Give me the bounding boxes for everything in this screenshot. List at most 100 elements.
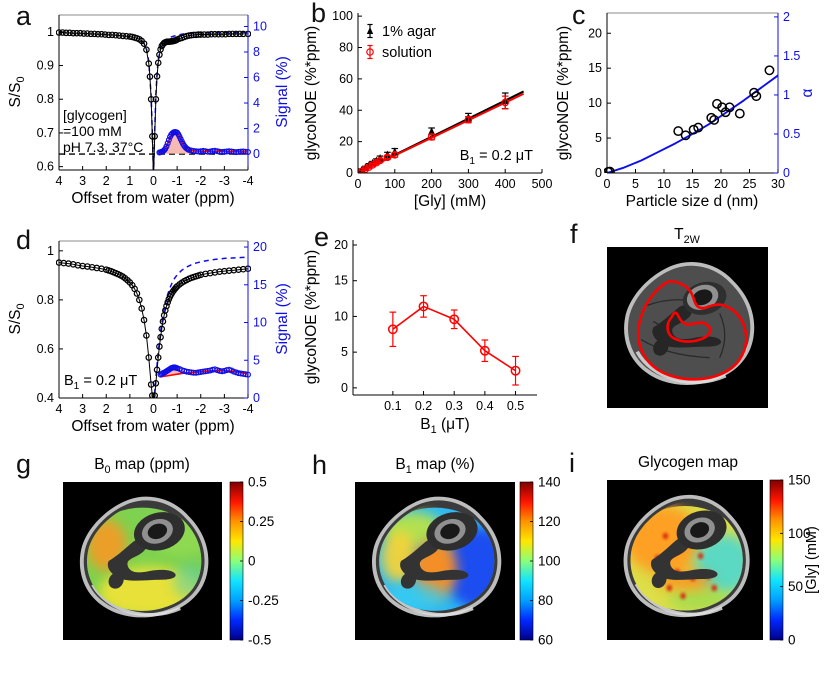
panel-e-plot: 0.1 0.2 0.3 0.4 0.5 0 5 10 15 20 B1 (μT) glycoNOE (…: [303, 238, 537, 436]
x-axis-label: Particle size d (nm): [626, 193, 759, 210]
marker-circle: [108, 31, 116, 39]
marker-circle: [79, 262, 86, 270]
panel-c-label: c: [572, 0, 586, 30]
panel-a-plot: 4 3 2 1 0 -1 -2 -3 -40.60.70.80.910246810Offset …: [7, 14, 291, 207]
marker-circle: [119, 32, 127, 40]
marker-circle: [211, 30, 219, 38]
y-tick-label: 20: [334, 238, 348, 252]
marker-circle: [190, 31, 197, 39]
x-axis-label: [Gly] (mM): [414, 193, 486, 210]
marker-circle: [688, 124, 699, 135]
annotation: =100 mM: [63, 123, 122, 139]
y-tick-label: 15: [334, 274, 348, 288]
marker-circle: [143, 46, 150, 54]
legend-label: solution: [382, 45, 432, 61]
marker-circle: [136, 296, 143, 304]
y2-tick-label: 0: [253, 147, 260, 161]
panel-f-label: f: [570, 219, 578, 249]
panel-g-label: g: [16, 449, 32, 479]
y2-tick-label: 10: [253, 19, 267, 33]
y-tick-label: 0: [346, 166, 353, 180]
marker-circle: [215, 30, 222, 38]
marker-circle: [673, 126, 684, 137]
marker-circle: [159, 318, 167, 325]
panel-i-label: i: [569, 448, 575, 478]
panel-g-title: B0 map (ppm): [94, 456, 190, 476]
annotation: B1 = 0.2 μT: [64, 373, 137, 392]
x-tick-label: 20: [714, 177, 728, 191]
marker-circle: [84, 30, 91, 37]
x-tick-label: 5: [632, 177, 639, 191]
x-tick-label: -4: [242, 174, 253, 188]
marker-circle: [157, 333, 164, 341]
legend: 1% agar solution: [366, 23, 436, 61]
marker-circle: [239, 30, 247, 38]
annotation: [glycogen]: [63, 107, 127, 123]
x-tick-label: -2: [195, 174, 206, 188]
y-axis-label: glycoNOE (%*ppm): [555, 26, 572, 160]
y2-tick-label: 0.5: [783, 127, 800, 141]
marker-circle: [115, 32, 123, 39]
marker-circle: [152, 95, 160, 103]
marker-circle: [153, 366, 161, 374]
series-glyconoe-signal: [156, 128, 251, 156]
marker-circle: [165, 137, 172, 144]
marker-circle: [98, 30, 105, 38]
x-tick-label: 0: [604, 177, 611, 191]
x-tick-label: 1: [126, 174, 133, 188]
panel-e-label: e: [314, 222, 330, 252]
y-tick-label: 80: [339, 41, 353, 55]
x-tick-label: 500: [532, 177, 553, 191]
panel-a-label: a: [16, 1, 32, 31]
roi-outline: [636, 280, 748, 381]
x-tick-label: 10: [657, 177, 671, 191]
marker-circle: [235, 266, 242, 274]
y-tick-label: 10: [334, 309, 348, 323]
y-tick-label: 1: [47, 244, 54, 258]
x-tick-label: 3: [79, 174, 86, 188]
marker-circle: [157, 46, 164, 53]
marker-circle: [230, 266, 238, 274]
colorbar-tick-label: 80: [538, 593, 553, 608]
panel-h-label: h: [312, 450, 328, 480]
x-tick-label: 0.1: [384, 399, 401, 413]
y-tick-label: 5: [595, 131, 602, 145]
x-tick-label: 25: [743, 177, 757, 191]
x-tick-label: -4: [242, 402, 253, 416]
series-glyconoe-vs-b1: [387, 295, 521, 386]
y-tick-label: 0: [341, 381, 348, 395]
marker-circle: [383, 153, 392, 162]
y-tick-label: 0.8: [37, 92, 54, 106]
marker-circle: [693, 122, 704, 133]
marker-circle: [62, 29, 70, 37]
marker-circle: [59, 29, 66, 36]
colorbar-tick-label: -0.25: [248, 593, 279, 608]
x-axis-label: Offset from water (ppm): [71, 418, 234, 435]
y-tick-label: 0.6: [37, 342, 54, 356]
y2-tick-label: 20: [253, 240, 267, 254]
marker-circle: [143, 332, 150, 339]
y-tick-label: 0.6: [37, 160, 54, 174]
y-tick-label: 20: [339, 135, 353, 149]
y2-tick-label: 6: [253, 71, 260, 85]
marker-circle: [734, 108, 745, 119]
marker-circle: [149, 392, 156, 398]
marker-circle: [149, 133, 156, 140]
x-tick-label: 0: [355, 177, 362, 191]
colorbar-tick-label: 0: [248, 554, 256, 569]
series-signal-fit: [160, 369, 249, 378]
y2-axis-label: Signal (%): [274, 56, 291, 128]
marker-circle: [208, 30, 215, 38]
y2-tick-label: 1.5: [783, 49, 800, 63]
marker-circle: [764, 65, 775, 76]
colorbar-tick-label: 0.5: [248, 475, 267, 490]
marker-circle: [418, 301, 429, 312]
marker-circle: [151, 392, 158, 398]
panel-h-image: [355, 482, 515, 640]
marker-circle: [361, 165, 370, 173]
marker-circle: [163, 143, 170, 150]
x-tick-label: 400: [495, 177, 516, 191]
marker-circle: [680, 130, 691, 141]
y-axis-label: glycoNOE (%*ppm): [303, 250, 320, 384]
